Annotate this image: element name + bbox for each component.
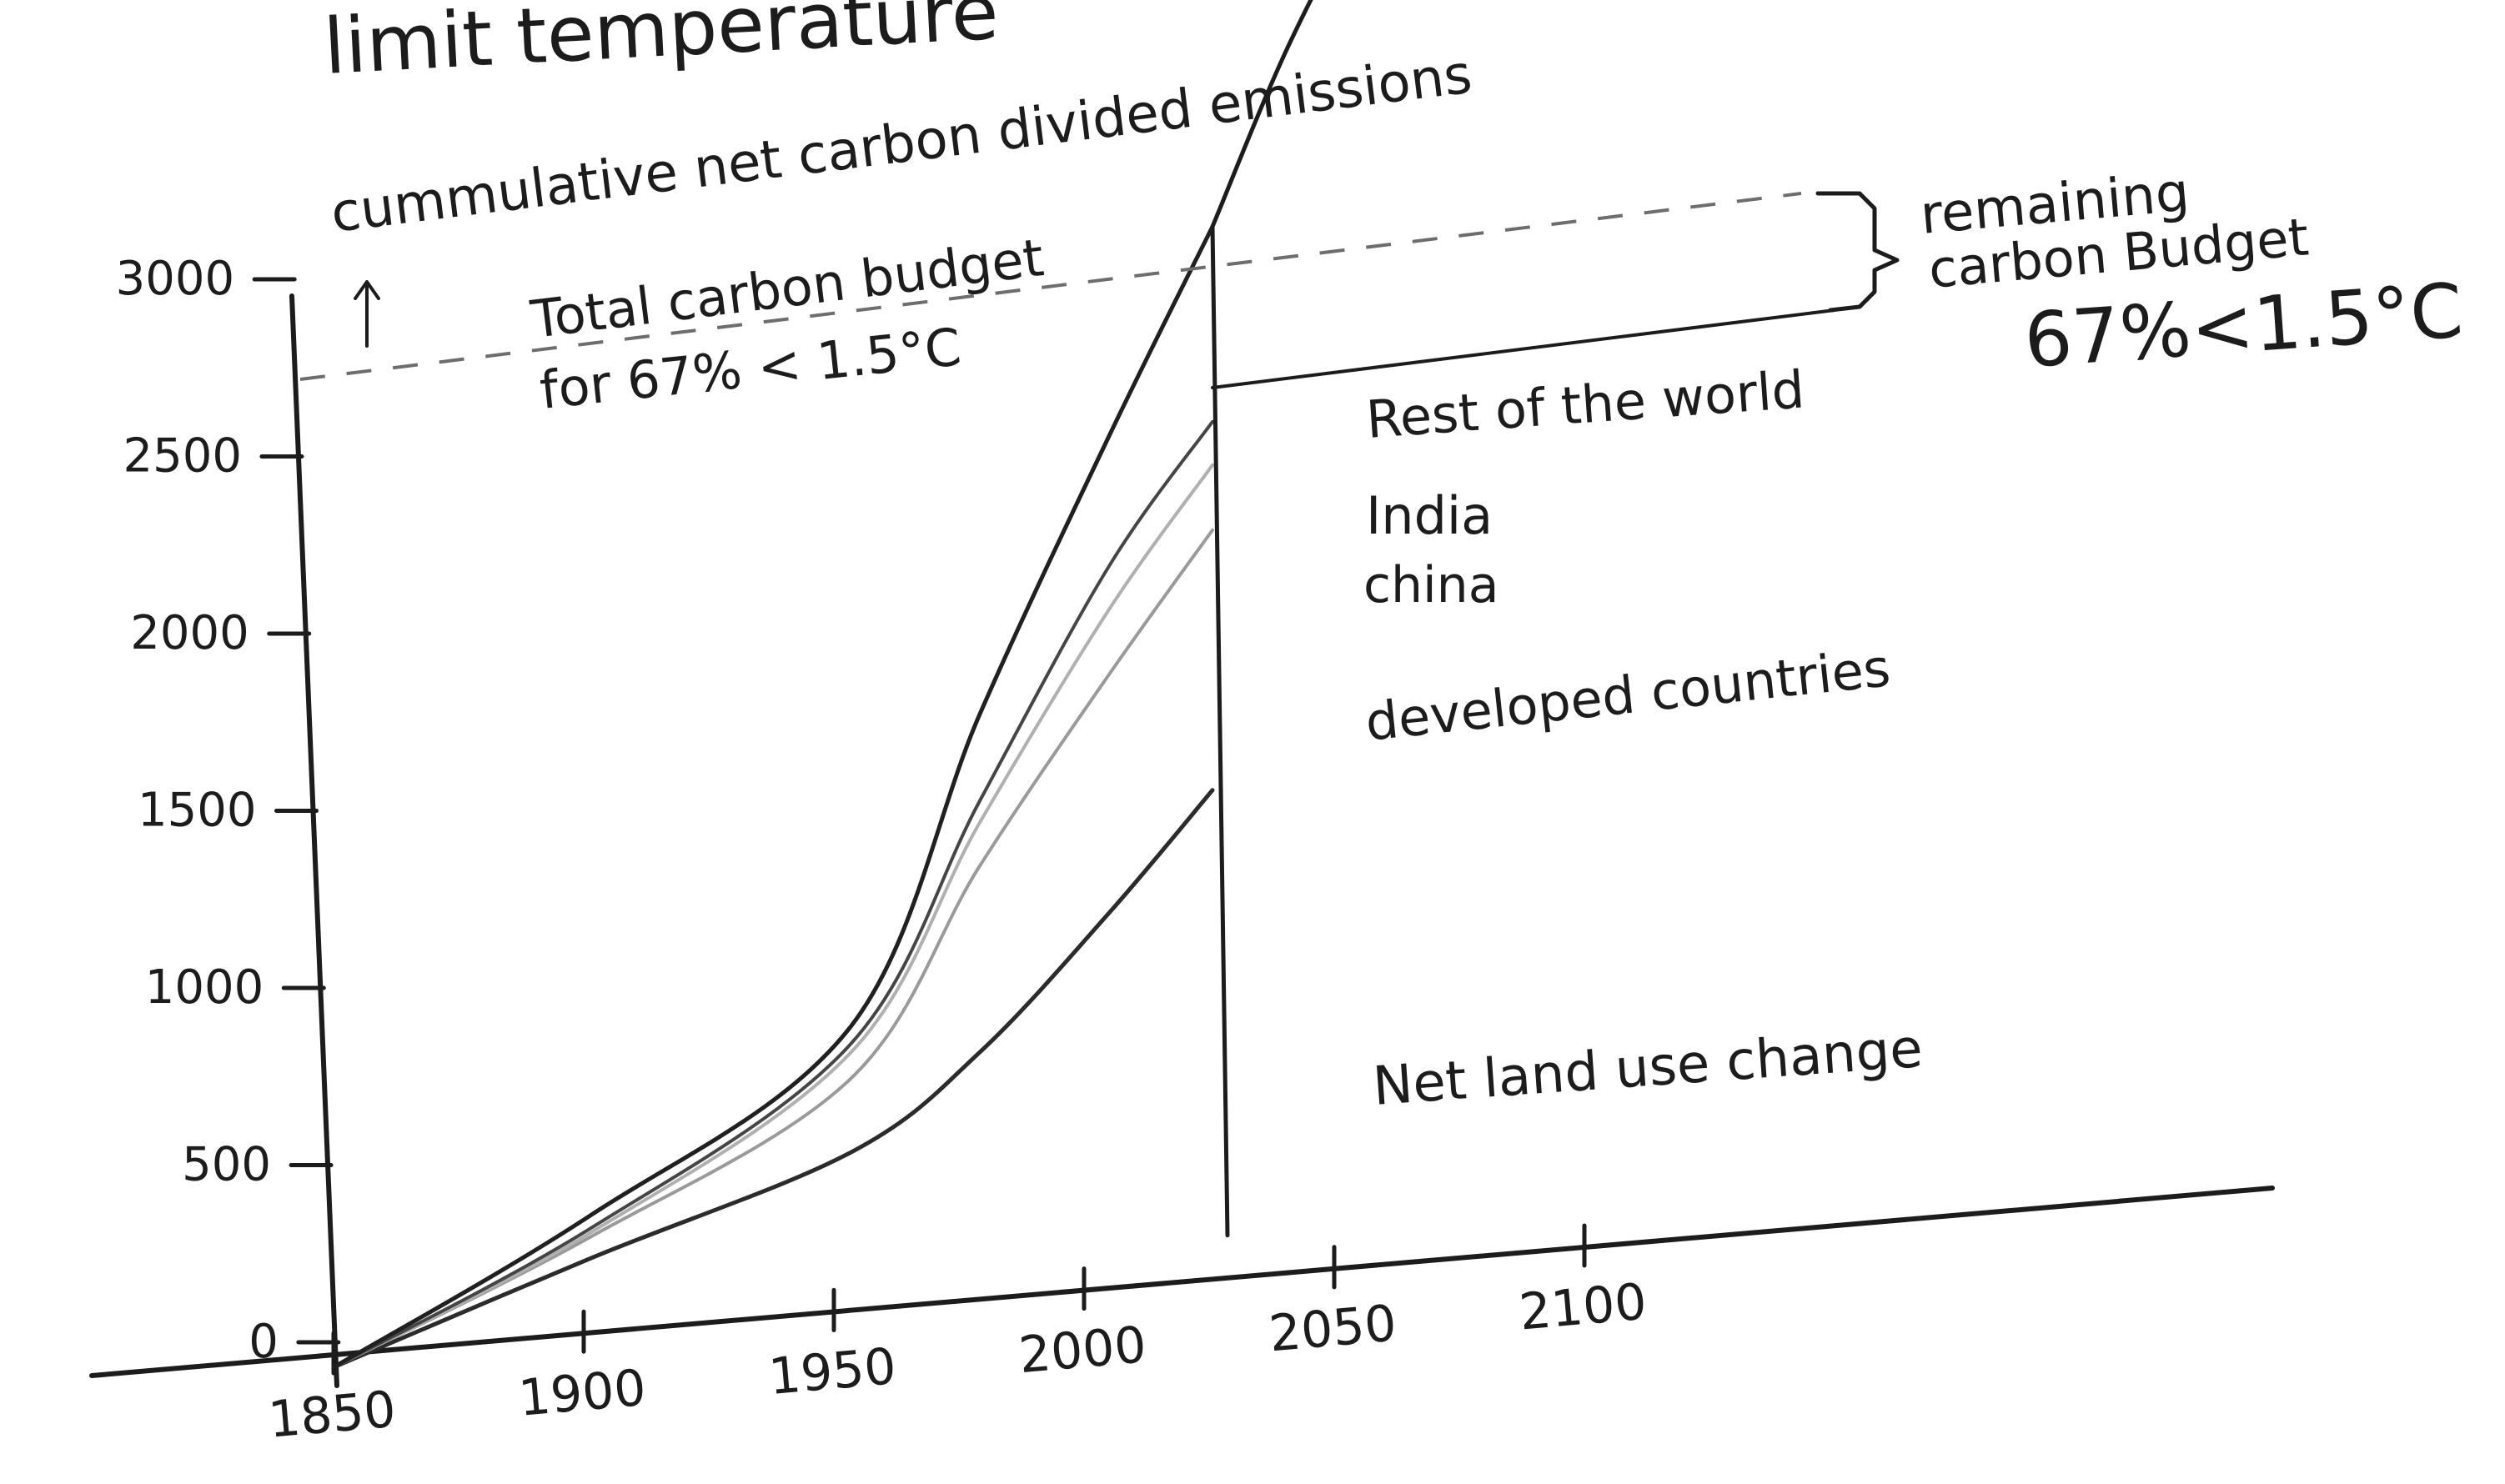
x-axis-line xyxy=(89,1186,2275,1378)
x-tick-label: 2050 xyxy=(1267,1294,1398,1363)
legend-india: India xyxy=(1366,485,1493,546)
page-heading: limit temperature xyxy=(322,0,1001,92)
series-lines xyxy=(331,224,1215,1370)
legend-rest-of-world: Rest of the world xyxy=(1364,358,1806,450)
series-line-rest-of-the-world xyxy=(331,224,1215,1370)
legend-developed-countries: developed countries xyxy=(1363,637,1893,753)
legend-net-land-use-change: Net land use change xyxy=(1371,1018,1925,1118)
budget-arrow-icon xyxy=(354,280,380,348)
series-line-developed-countries xyxy=(332,528,1214,1369)
y-tick-label: 1500 xyxy=(138,784,257,838)
x-tick-label: 1950 xyxy=(766,1337,898,1406)
y-tick-label: 1000 xyxy=(145,960,264,1015)
y-tick-label: 500 xyxy=(182,1138,271,1192)
series-line-india xyxy=(332,419,1214,1369)
remaining-budget-base-line xyxy=(1211,308,1836,389)
total-budget-label-line1: Total carbon budget xyxy=(527,227,1047,350)
y-tick-label: 0 xyxy=(248,1315,279,1369)
x-tick-label: 2100 xyxy=(1517,1273,1649,1342)
remaining-budget-brace xyxy=(1815,191,1900,313)
legend-china: china xyxy=(1363,556,1498,614)
total-budget-dashed-line xyxy=(299,192,1802,381)
x-tick-label: 1900 xyxy=(516,1359,648,1428)
y-tick-label: 2000 xyxy=(130,606,249,660)
series-line-net-land-use-change xyxy=(331,788,1215,1370)
x-tick-label: 2000 xyxy=(1017,1316,1148,1385)
y-axis-ticks: 0 500 1000 1500 2000 2500 3000 xyxy=(116,252,341,1369)
x-axis-ticks: 1850 1900 1950 2000 2050 2100 xyxy=(266,1223,1649,1450)
y-tick-label: 3000 xyxy=(116,252,235,306)
series-line-china xyxy=(332,463,1214,1369)
x-tick-label: 1850 xyxy=(266,1381,398,1450)
current-year-line xyxy=(1210,224,1230,1238)
y-axis-line xyxy=(289,293,339,1388)
projection-curve xyxy=(1210,0,1313,229)
y-tick-label: 2500 xyxy=(123,429,242,484)
